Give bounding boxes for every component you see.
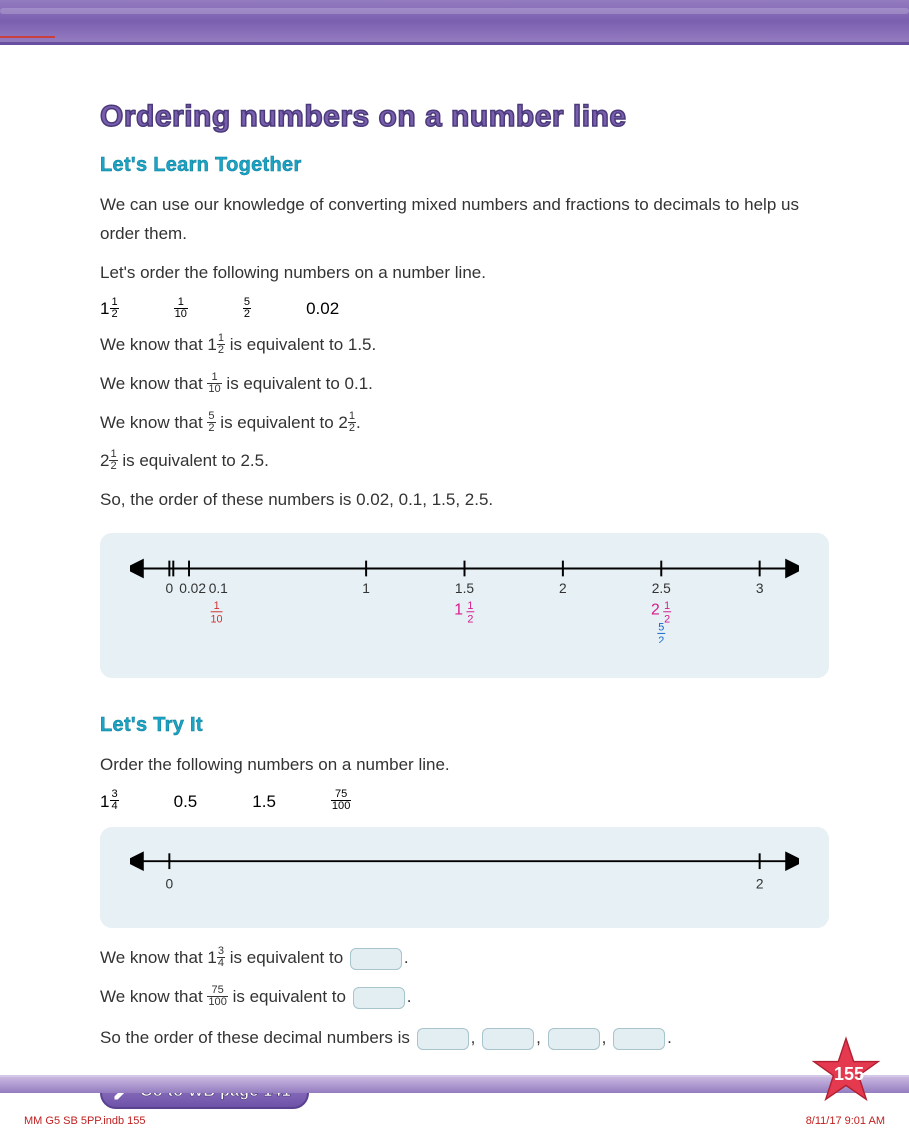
- decimal-002: 0.02: [306, 299, 339, 319]
- svg-text:5: 5: [658, 622, 664, 634]
- mixed-1-1-2: 1 12: [100, 298, 119, 321]
- svg-text:1: 1: [214, 600, 220, 612]
- number-line-2-svg: 0 2: [130, 843, 799, 903]
- svg-text:2.5: 2.5: [652, 581, 671, 596]
- svg-text:1: 1: [467, 600, 473, 612]
- frac-5-2: 52: [243, 297, 251, 320]
- svg-text:0.02: 0.02: [179, 581, 206, 596]
- answer-blank[interactable]: [353, 987, 405, 1009]
- try-intro: Order the following numbers on a number …: [100, 751, 829, 780]
- answer-blank[interactable]: [482, 1028, 534, 1050]
- page-content: Ordering numbers on a number line Let's …: [0, 0, 909, 1145]
- svg-text:2: 2: [559, 581, 567, 596]
- learn-intro-2: Let's order the following numbers on a n…: [100, 259, 829, 288]
- learn-summary: So, the order of these numbers is 0.02, …: [100, 486, 829, 515]
- try-q1: We know that 134 is equivalent to .: [100, 944, 829, 973]
- number-line-1: 0 0.02 0.1 1 1.5 2 2.5 3 1 10 1 1 2: [100, 533, 829, 678]
- mixed-1-3-4: 1 34: [100, 790, 119, 813]
- footer-timestamp: 8/11/17 9:01 AM: [806, 1115, 885, 1127]
- answer-blank[interactable]: [417, 1028, 469, 1050]
- try-q2: We know that 75100 is equivalent to .: [100, 983, 829, 1012]
- svg-text:10: 10: [211, 614, 223, 626]
- svg-text:0.1: 0.1: [209, 581, 228, 596]
- decimal-15: 1.5: [252, 792, 276, 812]
- frac-75-100: 75100: [331, 789, 351, 812]
- learn-intro-1: We can use our knowledge of converting m…: [100, 191, 829, 249]
- footer-filename: MM G5 SB 5PP.indb 155: [24, 1115, 145, 1127]
- try-heading: Let's Try It: [100, 714, 829, 737]
- svg-text:2: 2: [658, 635, 664, 643]
- answer-blank[interactable]: [350, 948, 402, 970]
- svg-text:1: 1: [664, 600, 670, 612]
- try-q3: So the order of these decimal numbers is…: [100, 1024, 829, 1053]
- svg-text:3: 3: [756, 581, 764, 596]
- svg-text:2: 2: [651, 602, 660, 619]
- svg-text:1.5: 1.5: [455, 581, 474, 596]
- number-line-1-svg: 0 0.02 0.1 1 1.5 2 2.5 3 1 10 1 1 2: [130, 553, 799, 643]
- answer-blank[interactable]: [548, 1028, 600, 1050]
- svg-text:2: 2: [756, 877, 764, 892]
- decimal-05: 0.5: [174, 792, 198, 812]
- svg-text:0: 0: [166, 581, 174, 596]
- page-bottom-border: [0, 1075, 909, 1093]
- try-number-list: 1 34 0.5 1.5 75100: [100, 790, 829, 813]
- equiv-1: We know that 112 is equivalent to 1.5.: [100, 331, 829, 360]
- learn-heading: Let's Learn Together: [100, 154, 829, 177]
- page-title: Ordering numbers on a number line: [100, 100, 829, 134]
- svg-text:2: 2: [664, 614, 670, 626]
- number-list: 1 12 110 52 0.02: [100, 298, 829, 321]
- svg-text:1: 1: [454, 602, 463, 619]
- equiv-4: 212 is equivalent to 2.5.: [100, 447, 829, 476]
- equiv-2: We know that 110 is equivalent to 0.1.: [100, 370, 829, 399]
- equiv-3: We know that 52 is equivalent to 212.: [100, 409, 829, 438]
- page-number: 155: [834, 1064, 864, 1085]
- svg-text:1: 1: [362, 581, 370, 596]
- svg-text:0: 0: [166, 877, 174, 892]
- frac-1-10: 110: [174, 297, 188, 320]
- answer-blank[interactable]: [613, 1028, 665, 1050]
- svg-text:2: 2: [467, 614, 473, 626]
- number-line-2: 0 2: [100, 827, 829, 928]
